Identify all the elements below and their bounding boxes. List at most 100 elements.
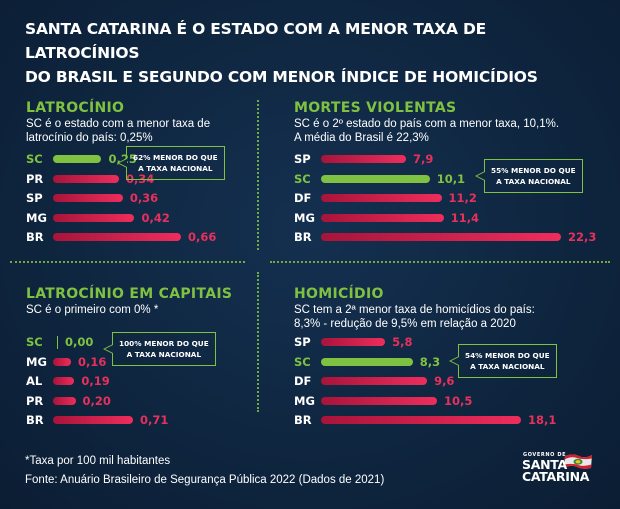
- bar-category-label: SC: [26, 152, 43, 166]
- bar-category-label: SP: [294, 152, 311, 166]
- bar-row: AL 0,19: [26, 372, 110, 390]
- bar-row: MG 10,5: [294, 392, 472, 410]
- bar-value-label: 0,19: [81, 374, 110, 388]
- bar: [321, 174, 430, 183]
- panel-description: SC tem a 2ª menor taxa de homicídios do …: [294, 304, 535, 316]
- source-note: Fonte: Anuário Brasileiro de Segurança P…: [25, 474, 385, 486]
- callout-text: 55% MENOR DO QUE: [491, 166, 576, 175]
- bar: [53, 213, 135, 222]
- bar: [53, 233, 181, 241]
- panel-latrocinio: LATROCÍNIO SC é o estado com a menor taxa…: [26, 100, 251, 250]
- bar: [53, 396, 76, 405]
- bar: [53, 377, 75, 385]
- bar-value-label: 8,3: [419, 354, 441, 369]
- bar-value-label: 0,00: [65, 335, 94, 349]
- bar-value-label: 0,34: [125, 171, 155, 186]
- bar-row: DF 9,6: [294, 372, 454, 390]
- bar-value-label: 11,4: [450, 210, 480, 225]
- bar: [53, 416, 133, 424]
- bar: [53, 357, 72, 366]
- horizontal-divider-right: [270, 261, 610, 263]
- callout-text: 100% MENOR DO QUE: [119, 339, 209, 348]
- bar-category-label: MG: [26, 210, 47, 225]
- bar: [53, 155, 102, 163]
- bar-value-label: 10,5: [444, 393, 473, 408]
- callout-text: A TAXA NACIONAL: [470, 362, 545, 371]
- bar-row: PR 0,34: [26, 170, 154, 188]
- bar-value-label: 0,16: [78, 354, 107, 369]
- logo-top-text: GOVERNO DE: [523, 452, 567, 458]
- callout-box: 100% MENOR DO QUE A TAXA NACIONAL: [103, 332, 216, 366]
- title-line-1: SANTA CATARINA É O ESTADO COM A MENOR TA…: [25, 20, 487, 62]
- page-title: SANTA CATARINA É O ESTADO COM A MENOR TA…: [25, 17, 605, 89]
- bar-row: SP 5,8: [294, 333, 412, 351]
- panel-title: LATROCÍNIO: [26, 100, 125, 116]
- panel-title: HOMICÍDIO: [294, 286, 384, 302]
- bar-row: BR 18,1: [294, 411, 556, 429]
- bar-category-label: MG: [294, 210, 315, 225]
- callout-text: 54% MENOR DO QUE: [465, 351, 550, 360]
- panel-description: A média do Brasil é 22,3%: [294, 132, 429, 144]
- bar-row: BR 0,71: [26, 411, 168, 429]
- logo-line-1: SANTA: [522, 457, 567, 472]
- bar-category-label: BR: [294, 413, 312, 427]
- bar-category-label: SC: [294, 171, 311, 186]
- bar-category-label: SP: [294, 335, 311, 349]
- bar-category-label: MG: [26, 354, 47, 369]
- bar: [321, 155, 407, 163]
- bar-value-label: 7,9: [413, 152, 434, 166]
- bar-value-label: 10,1: [436, 171, 466, 186]
- bar: [321, 396, 438, 405]
- bar-zero-marker: [57, 335, 58, 349]
- bar-row: BR 22,3: [294, 228, 596, 246]
- panel-description: SC é o 2º estado do país com a menor tax…: [294, 118, 560, 130]
- bar-category-label: DF: [294, 374, 312, 388]
- bar: [321, 233, 561, 241]
- bar-row: PR 0,20: [26, 392, 111, 410]
- callout-text: 62% MENOR DO QUE: [133, 153, 218, 162]
- bar-category-label: BR: [26, 230, 44, 244]
- panel-title: LATROCÍNIO EM CAPITAIS: [26, 286, 233, 302]
- bar-category-label: PR: [26, 393, 44, 408]
- callout-text: A TAXA NACIONAL: [138, 164, 213, 173]
- bar-value-label: 11,2: [448, 191, 477, 205]
- bar: [53, 194, 123, 202]
- panel-description: SC é o estado com a menor taxa de: [26, 118, 211, 130]
- logo-line-2: CATARINA: [522, 469, 590, 484]
- bar-value-label: 0,66: [188, 230, 217, 244]
- panel-title: MORTES VIOLENTAS: [294, 100, 457, 116]
- horizontal-divider-left: [10, 261, 245, 263]
- panel-homicidio: HOMICÍDIO SC tem a 2ª menor taxa de homic…: [294, 286, 614, 429]
- bar-value-label: 0,42: [141, 210, 170, 225]
- bar-category-label: SP: [26, 191, 43, 205]
- footnote: *Taxa por 100 mil habitantes: [25, 455, 171, 467]
- bar-row: SC 10,1: [294, 170, 465, 188]
- bar-row: SP 7,9: [294, 150, 433, 168]
- bar: [53, 174, 119, 183]
- bar: [321, 338, 386, 346]
- bar-row: MG 11,4: [294, 209, 479, 227]
- bar-row: DF 11,2: [294, 189, 477, 207]
- bar-row: SC 8,3: [294, 353, 440, 371]
- callout-text: A TAXA NACIONAL: [496, 177, 571, 186]
- bar-category-label: SC: [294, 354, 311, 369]
- panel-description: latrocínio do país: 0,25%: [26, 132, 153, 144]
- bar-row: SP 0,36: [26, 189, 158, 207]
- bar-row: MG 0,42: [26, 209, 170, 227]
- bar-row: MG 0,16: [26, 353, 106, 371]
- bar-row: BR 0,66: [26, 228, 216, 246]
- callout-box: 55% MENOR DO QUE A TAXA NACIONAL: [475, 159, 583, 193]
- bar: [321, 357, 413, 366]
- vertical-divider-top: [257, 100, 259, 250]
- title-line-2: DO BRASIL E SEGUNDO COM MENOR ÍNDICE DE …: [25, 68, 538, 86]
- panel-mortes-violentas: MORTES VIOLENTAS SC é o 2º estado do país…: [294, 100, 614, 250]
- bar: [321, 194, 442, 202]
- bar-category-label: BR: [294, 230, 312, 244]
- panel-description: 8,3% - redução de 9,5% em relação a 2020: [294, 318, 516, 330]
- bar-value-label: 0,20: [82, 393, 111, 408]
- bar-category-label: DF: [294, 191, 312, 205]
- governo-santa-catarina-logo: GOVERNO DE SANTA CATARINA: [520, 452, 600, 492]
- panel-latrocinio-capitais: LATROCÍNIO EM CAPITAIS SC é o primeiro co…: [26, 286, 251, 429]
- callout-text: A TAXA NACIONAL: [126, 350, 202, 359]
- bar-value-label: 0,71: [140, 413, 169, 427]
